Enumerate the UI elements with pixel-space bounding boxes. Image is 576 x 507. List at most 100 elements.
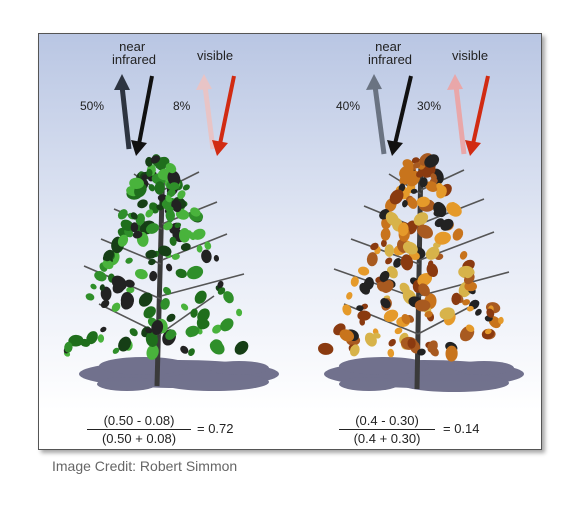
left-visible-percent: 8% [173,99,191,113]
leaf [498,316,504,325]
leaf [120,292,134,309]
leaf [129,328,138,337]
leaf [64,341,73,353]
leaf [402,241,418,255]
leaf [436,182,444,191]
right-tree-shadow [324,357,524,392]
leaf [425,246,440,260]
leaf [223,291,234,304]
leaf [135,213,145,226]
leaf [484,328,492,335]
leaf [402,200,408,208]
leaf [399,165,414,179]
leaf [188,348,195,356]
ndvi-figure: near infrared visible 50% 8% near infrar… [38,33,542,450]
leaf [448,201,456,210]
leaf [180,345,189,354]
leaf [194,290,207,304]
leaf [130,222,139,233]
leaf [177,190,186,200]
leaf [433,201,447,218]
leaf [165,263,173,272]
leaf [85,293,95,301]
leaf [213,255,220,262]
leaf [148,258,156,266]
leaf [466,305,474,312]
leaf [376,281,387,292]
leaf [186,265,204,280]
leaf [462,299,471,306]
leaf [118,336,132,352]
leaf [182,184,190,191]
leaf [132,230,143,239]
leaf [100,326,107,333]
leaf [419,177,428,188]
left-result: = 0.72 [197,421,234,436]
leaf [192,228,206,240]
leaf [416,196,430,208]
leaf [103,249,115,262]
leaf [100,299,110,309]
leaf [486,308,495,318]
leaf [166,313,176,322]
leaf [357,310,371,321]
leaf [413,162,421,169]
leaf [171,253,180,260]
leaf [102,259,114,270]
leaf [414,299,431,312]
stressed-tree [318,153,510,390]
leaf [217,280,224,289]
leaf [410,188,418,194]
leaf [394,327,403,335]
leaf [388,338,396,347]
right-result: = 0.14 [443,421,480,436]
leaf [135,268,148,280]
leaf [434,231,451,245]
leaf [120,219,134,231]
leaf [151,320,164,335]
leaf [359,282,371,295]
leaf [434,218,445,228]
leaf [97,334,105,343]
leaf [417,348,426,356]
leaf [143,306,156,319]
image-credit: Image Credit: Robert Simmon [52,458,238,474]
leaf [236,308,243,317]
right-visible-label: visible [452,48,488,63]
healthy-tree [63,154,249,387]
leaf [148,184,156,192]
right-visible-incoming-arrow [465,75,490,156]
leaf [117,209,128,220]
leaf [68,334,84,347]
leaf [196,245,203,253]
leaf [389,189,404,205]
right-visible-reflected-arrow [447,74,467,155]
leaf [174,222,182,229]
leaf [386,266,398,279]
leaf [356,305,364,312]
leaf [426,263,439,278]
leaf [234,340,249,355]
leaf [169,236,177,246]
leaf [384,244,395,257]
leaf [451,292,462,306]
left-nir-reflected-arrow [114,74,132,150]
leaf [165,195,172,203]
leaf [158,245,172,257]
leaf [383,309,399,322]
leaf [380,227,391,241]
leaf [385,211,399,226]
leaf [175,268,188,279]
right-denominator: (0.4 + 0.30) [353,431,421,446]
leaf [145,327,153,334]
leaf [416,169,425,178]
leaf [339,329,355,342]
leaf [349,344,360,357]
leaf [197,308,210,323]
left-denominator: (0.50 + 0.08) [101,431,177,446]
leaf [146,168,153,177]
leaf [413,212,429,226]
left-nir-percent: 50% [80,99,104,113]
leaf [167,170,181,187]
leaf [427,340,438,353]
